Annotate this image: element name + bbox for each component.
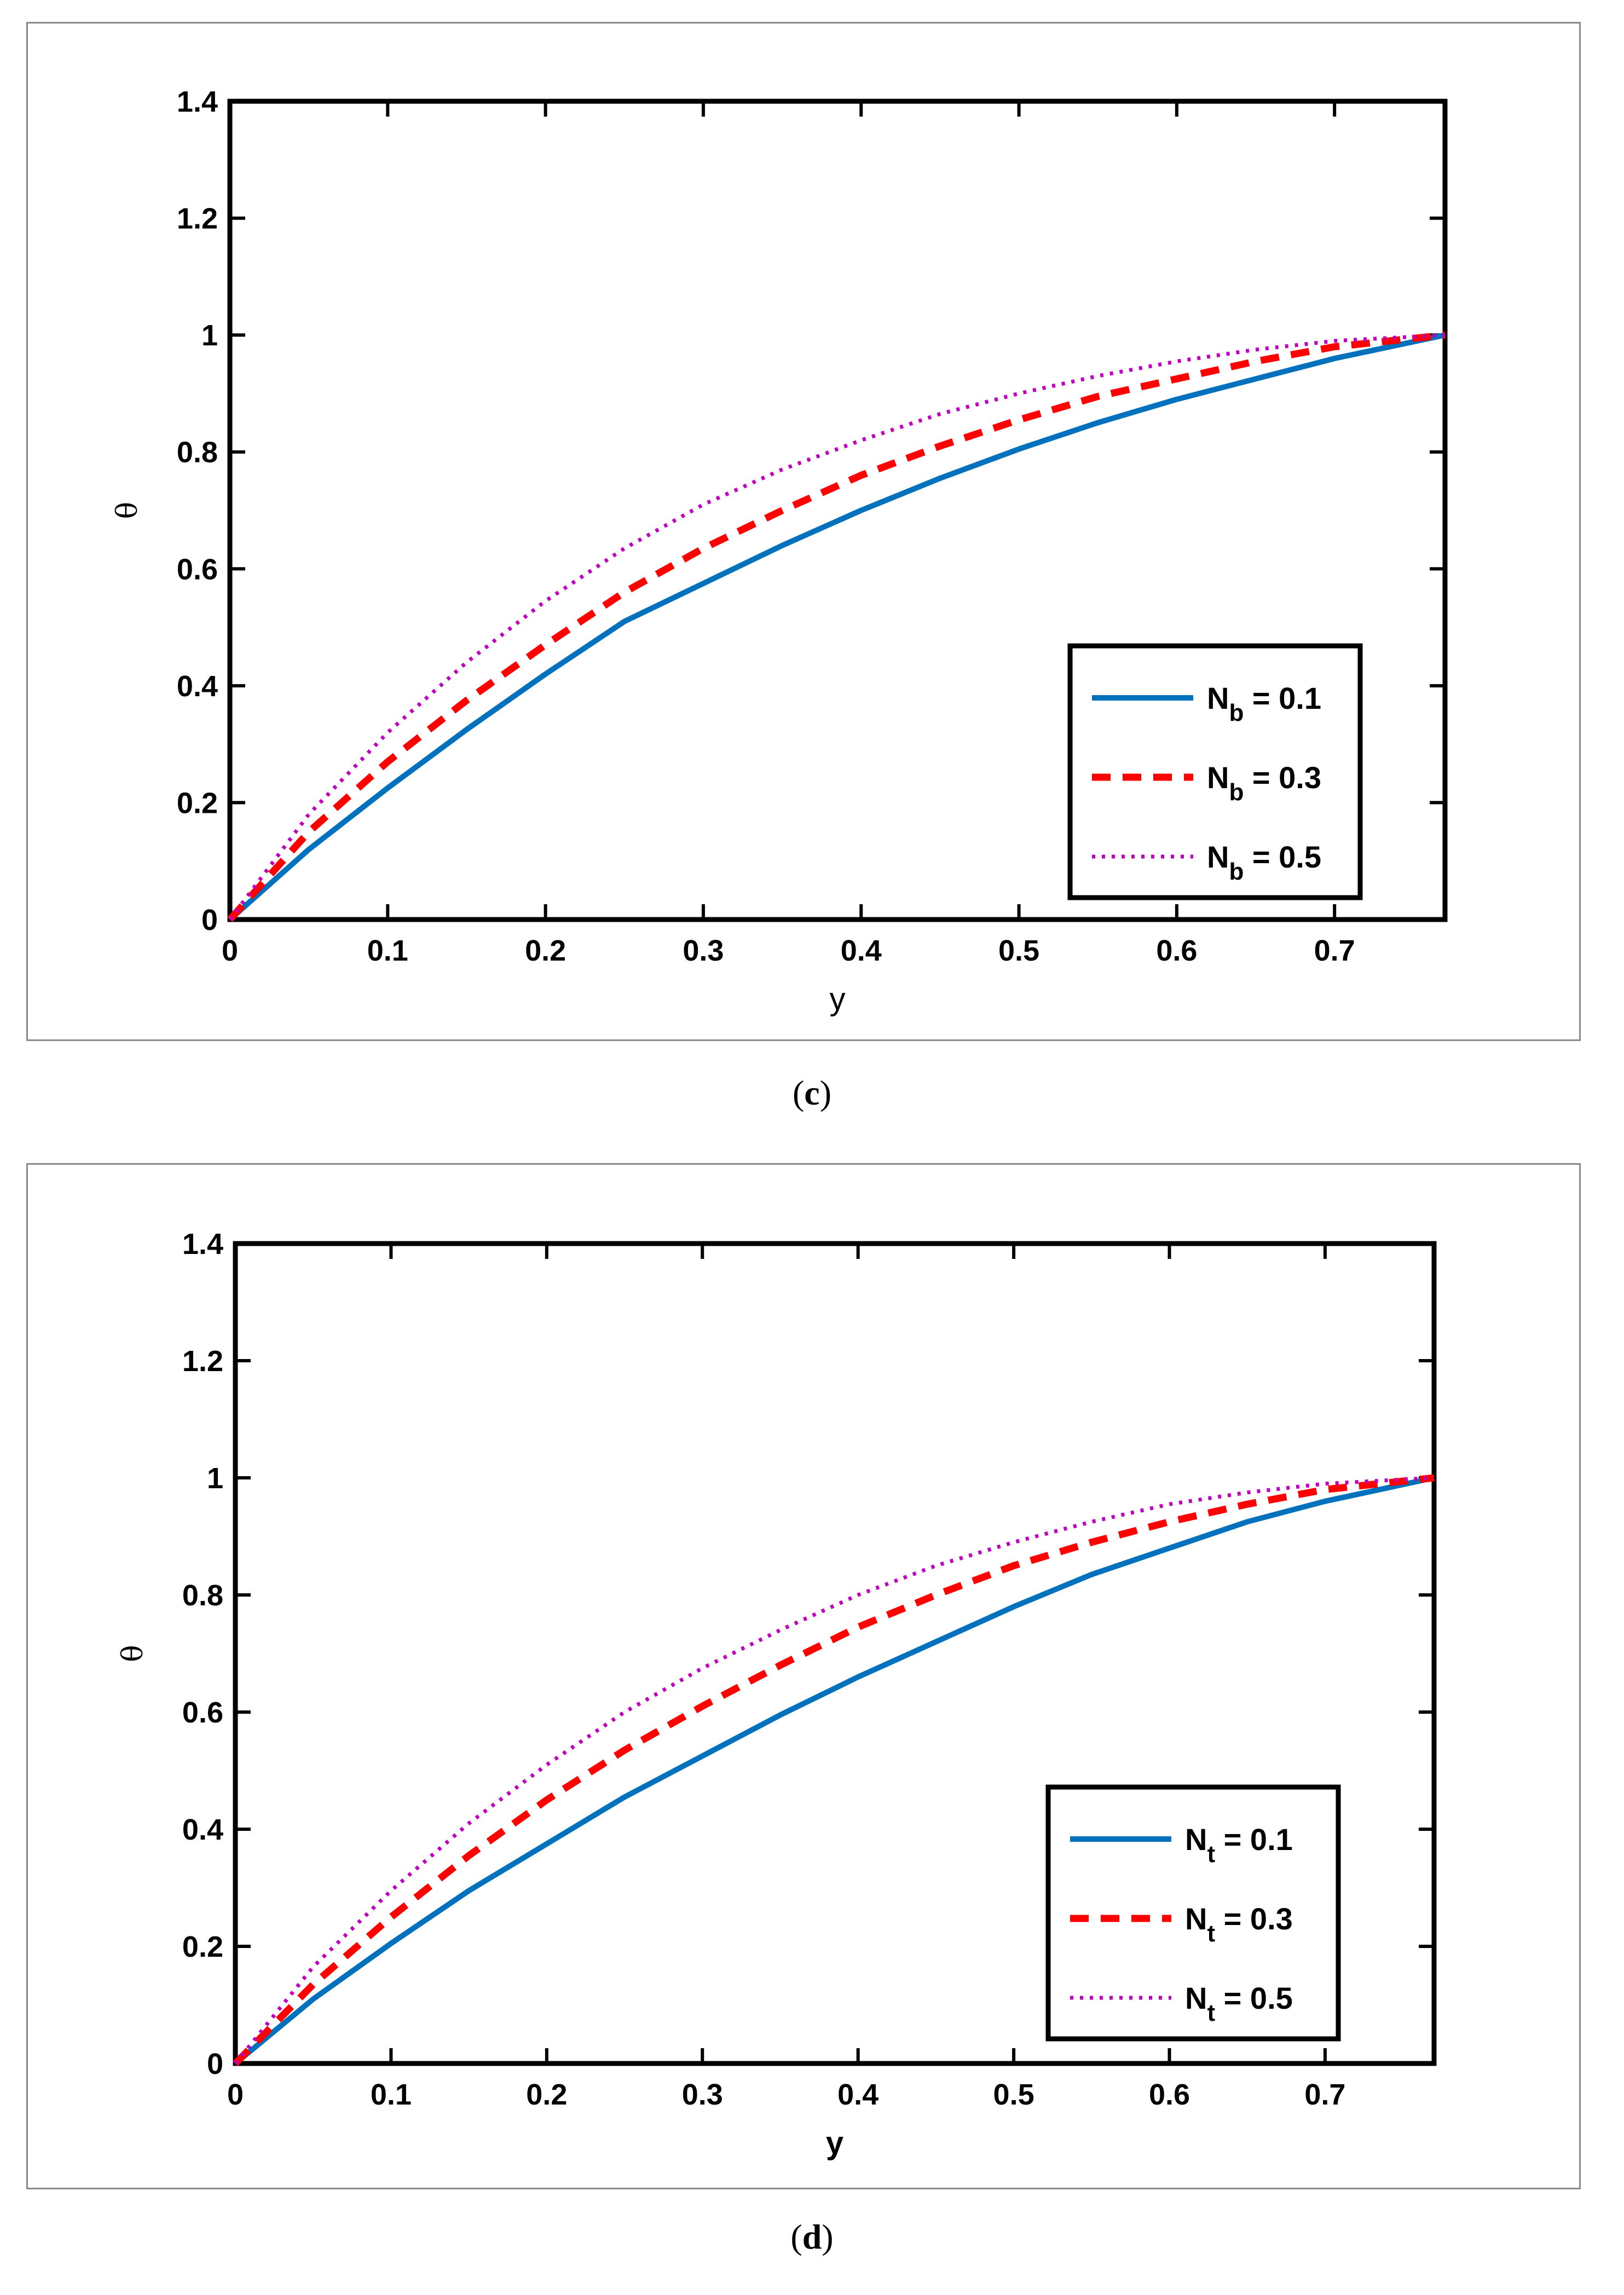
legend-value: = 0.5 bbox=[1215, 1981, 1293, 2015]
x-tick-label: 0 bbox=[222, 934, 238, 967]
series-line-dashed bbox=[227, 331, 1446, 922]
x-tick-label: 0.5 bbox=[998, 934, 1039, 967]
series-line-dashed bbox=[233, 1474, 1435, 2066]
panel-d-caption: (d) bbox=[790, 2217, 834, 2256]
y-tick-label: 0.6 bbox=[177, 553, 218, 586]
legend-subscript: b bbox=[1229, 779, 1244, 806]
y-tick-label: 0.4 bbox=[177, 670, 218, 703]
y-tick-label: 0.6 bbox=[182, 1696, 223, 1729]
legend-box bbox=[1045, 1784, 1341, 2042]
y-tick-label: 0.2 bbox=[182, 1930, 223, 1963]
panel-c-label: c bbox=[804, 1073, 820, 1112]
y-axis-label: θ bbox=[111, 502, 144, 519]
y-tick-label: 0.4 bbox=[182, 1813, 223, 1846]
legend-symbol: N bbox=[1207, 681, 1229, 715]
legend-symbol: N bbox=[1207, 760, 1229, 795]
series-line-dotted bbox=[234, 1476, 1435, 2065]
y-tick-label: 1 bbox=[201, 319, 218, 352]
legend-subscript: t bbox=[1207, 1999, 1215, 2026]
legend-entry-label: Nb = 0.1 bbox=[1207, 681, 1321, 726]
y-tick-label: 0.2 bbox=[177, 787, 218, 819]
y-tick-label: 0.8 bbox=[177, 436, 218, 469]
series-line-dotted bbox=[228, 333, 1446, 921]
legend-value: = 0.3 bbox=[1244, 760, 1321, 795]
x-tick-label: 0.4 bbox=[837, 2078, 879, 2111]
x-tick-label: 0.1 bbox=[371, 2078, 412, 2111]
legend-entry-label: Nt = 0.1 bbox=[1185, 1822, 1293, 1868]
y-tick-label: 0.8 bbox=[182, 1579, 223, 1612]
x-axis-label: y bbox=[826, 2125, 843, 2161]
legend-subscript: t bbox=[1207, 1920, 1215, 1947]
x-tick-label: 0.7 bbox=[1304, 2078, 1345, 2111]
x-tick-label: 0.3 bbox=[682, 2078, 723, 2111]
legend-entry-label: Nt = 0.5 bbox=[1185, 1981, 1293, 2026]
legend-symbol: N bbox=[1185, 1822, 1207, 1857]
y-axis-label: θ bbox=[117, 1645, 149, 1662]
legend-entry-label: Nb = 0.3 bbox=[1207, 760, 1321, 806]
legend-subscript: b bbox=[1229, 700, 1244, 726]
y-tick-label: 1.2 bbox=[182, 1345, 223, 1378]
series-line-solid bbox=[228, 332, 1446, 922]
x-tick-label: 0.5 bbox=[993, 2078, 1034, 2111]
x-tick-label: 0.2 bbox=[525, 934, 566, 967]
x-tick-label: 0.6 bbox=[1156, 934, 1197, 967]
legend-value: = 0.1 bbox=[1215, 1822, 1293, 1857]
legend-entry-label: Nt = 0.3 bbox=[1185, 1901, 1293, 1947]
x-tick-label: 0.7 bbox=[1314, 934, 1355, 967]
x-tick-label: 0.2 bbox=[526, 2078, 567, 2111]
legend-symbol: N bbox=[1185, 1981, 1207, 2015]
legend-entry-label: Nb = 0.5 bbox=[1207, 840, 1321, 885]
panel-c-caption: (c) bbox=[792, 1073, 832, 1112]
x-tick-label: 0.6 bbox=[1149, 2078, 1190, 2111]
y-tick-label: 1.2 bbox=[177, 203, 218, 235]
y-tick-label: 1 bbox=[207, 1462, 223, 1495]
y-tick-label: 1.4 bbox=[182, 1228, 223, 1261]
legend-subscript: b bbox=[1229, 858, 1244, 885]
legend: Nt = 0.1Nt = 0.3Nt = 0.5 bbox=[1045, 1784, 1341, 2042]
legend-box bbox=[1067, 643, 1363, 900]
x-tick-label: 0 bbox=[227, 2078, 244, 2111]
x-tick-label: 0.4 bbox=[841, 934, 882, 967]
x-tick-label: 0.1 bbox=[367, 934, 408, 967]
legend-symbol: N bbox=[1207, 840, 1229, 874]
x-tick-label: 0.3 bbox=[683, 934, 724, 967]
legend-subscript: t bbox=[1207, 1841, 1215, 1868]
legend-value: = 0.1 bbox=[1244, 681, 1321, 715]
legend-value: = 0.3 bbox=[1215, 1901, 1293, 1936]
series-line-solid bbox=[233, 1475, 1435, 2066]
x-axis-label: y bbox=[830, 981, 846, 1017]
legend: Nb = 0.1Nb = 0.3Nb = 0.5 bbox=[1067, 643, 1363, 900]
y-tick-label: 1.4 bbox=[177, 85, 218, 118]
y-tick-label: 0 bbox=[201, 904, 218, 937]
panel-d-label: d bbox=[802, 2217, 822, 2256]
y-tick-label: 0 bbox=[207, 2048, 223, 2080]
legend-value: = 0.5 bbox=[1244, 840, 1321, 874]
legend-symbol: N bbox=[1185, 1901, 1207, 1936]
